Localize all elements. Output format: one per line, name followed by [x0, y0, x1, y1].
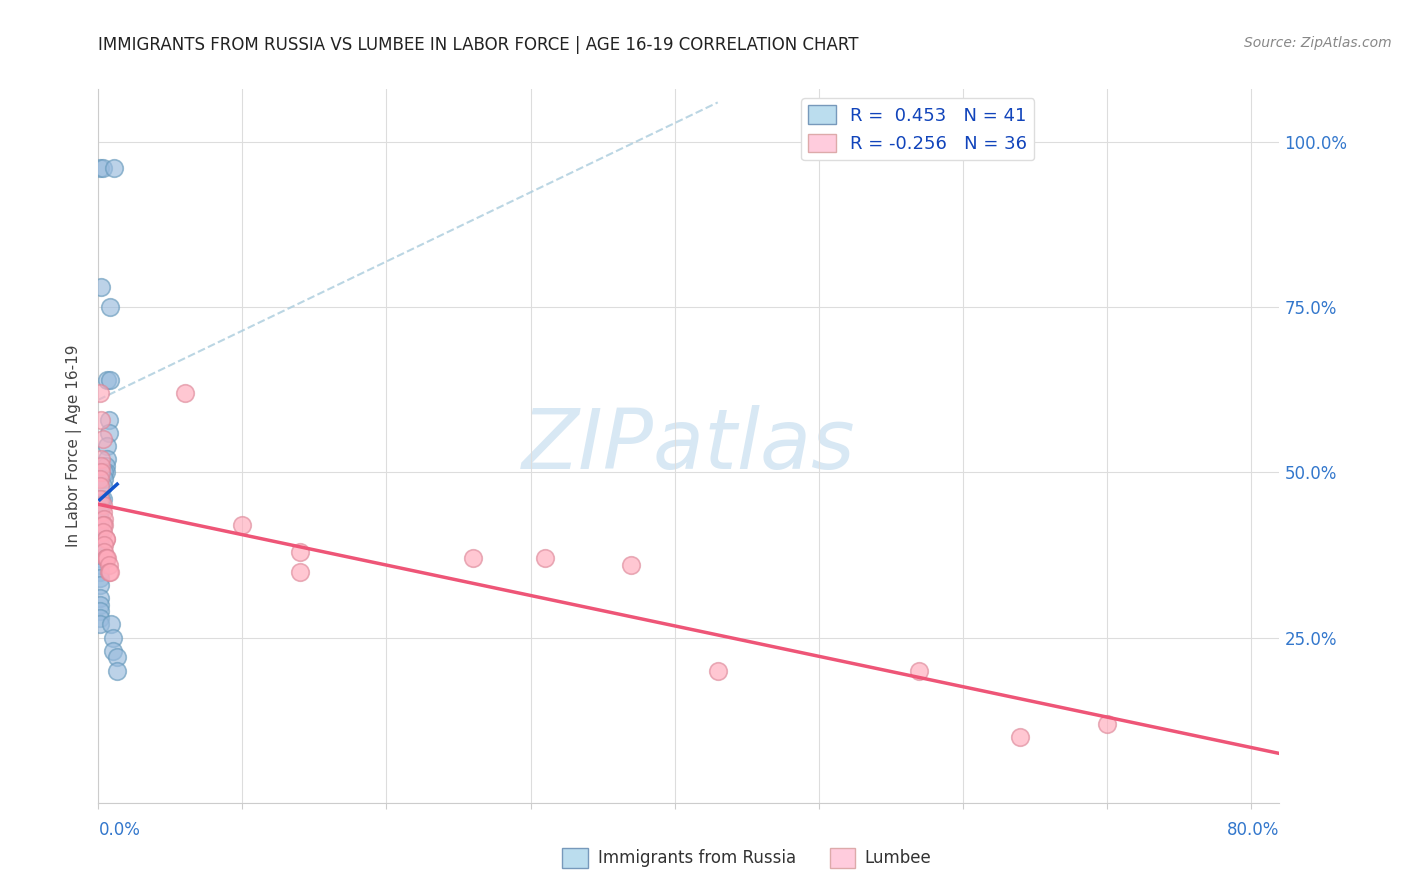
Text: Immigrants from Russia: Immigrants from Russia [598, 849, 796, 867]
Point [91, 478, 114, 492]
Point [91, 499, 114, 513]
Point [100, 617, 122, 632]
Point [90, 499, 112, 513]
Point [94, 466, 117, 480]
Point [101, 631, 124, 645]
Text: Source: ZipAtlas.com: Source: ZipAtlas.com [1244, 36, 1392, 50]
Point [89, 591, 111, 605]
Point [90, 452, 112, 467]
Point [98, 565, 121, 579]
Point [91, 161, 114, 176]
Point [620, 558, 643, 572]
Point [96, 373, 118, 387]
Point [91, 524, 114, 539]
Text: Lumbee: Lumbee [865, 849, 931, 867]
Point [91, 491, 114, 506]
Point [91, 518, 114, 533]
Point [97, 558, 120, 572]
Point [89, 538, 111, 552]
Point [534, 551, 557, 566]
Point [93, 511, 115, 525]
Point [461, 551, 484, 566]
Point [91, 433, 114, 447]
Point [89, 578, 111, 592]
Point [89, 472, 111, 486]
Point [93, 538, 115, 552]
Point [173, 386, 195, 401]
Point [101, 644, 124, 658]
Point [97, 565, 120, 579]
Point [94, 551, 117, 566]
Text: IMMIGRANTS FROM RUSSIA VS LUMBEE IN LABOR FORCE | AGE 16-19 CORRELATION CHART: IMMIGRANTS FROM RUSSIA VS LUMBEE IN LABO… [98, 36, 859, 54]
Point [98, 373, 121, 387]
Point [93, 466, 115, 480]
Point [94, 551, 117, 566]
Point [89, 604, 111, 618]
Point [94, 532, 117, 546]
Point [89, 511, 111, 525]
Point [89, 565, 111, 579]
Point [105, 650, 128, 665]
Point [98, 300, 121, 314]
Point [231, 518, 253, 533]
Point [89, 524, 111, 539]
Point [288, 565, 311, 579]
Text: 0.0%: 0.0% [98, 821, 141, 838]
Point [93, 518, 115, 533]
Point [105, 664, 128, 678]
Point [89, 499, 111, 513]
Point [96, 439, 118, 453]
Point [89, 551, 111, 566]
Point [96, 452, 118, 467]
Point [94, 532, 117, 546]
Point [93, 472, 115, 486]
Point [89, 491, 111, 506]
Point [97, 412, 120, 426]
Point [91, 505, 114, 519]
Point [1010, 730, 1032, 744]
Point [89, 478, 111, 492]
Point [89, 617, 111, 632]
Point [89, 532, 111, 546]
Point [706, 664, 728, 678]
Point [90, 466, 112, 480]
Y-axis label: In Labor Force | Age 16-19: In Labor Force | Age 16-19 [66, 344, 83, 548]
Point [1095, 716, 1118, 731]
Point [89, 611, 111, 625]
Point [89, 386, 111, 401]
Point [89, 598, 111, 612]
Point [97, 425, 120, 440]
Point [89, 571, 111, 585]
Point [89, 518, 111, 533]
Point [94, 458, 117, 473]
Point [90, 491, 112, 506]
Point [288, 545, 311, 559]
Point [89, 558, 111, 572]
Point [90, 280, 112, 294]
Text: ZIPatlas: ZIPatlas [522, 406, 856, 486]
Legend: R =  0.453   N = 41, R = -0.256   N = 36: R = 0.453 N = 41, R = -0.256 N = 36 [801, 98, 1035, 161]
Point [96, 551, 118, 566]
Point [89, 505, 111, 519]
Point [90, 412, 112, 426]
Point [103, 161, 125, 176]
Point [93, 545, 115, 559]
Text: 80.0%: 80.0% [1227, 821, 1279, 838]
Point [908, 664, 931, 678]
Point [90, 458, 112, 473]
Point [89, 161, 111, 176]
